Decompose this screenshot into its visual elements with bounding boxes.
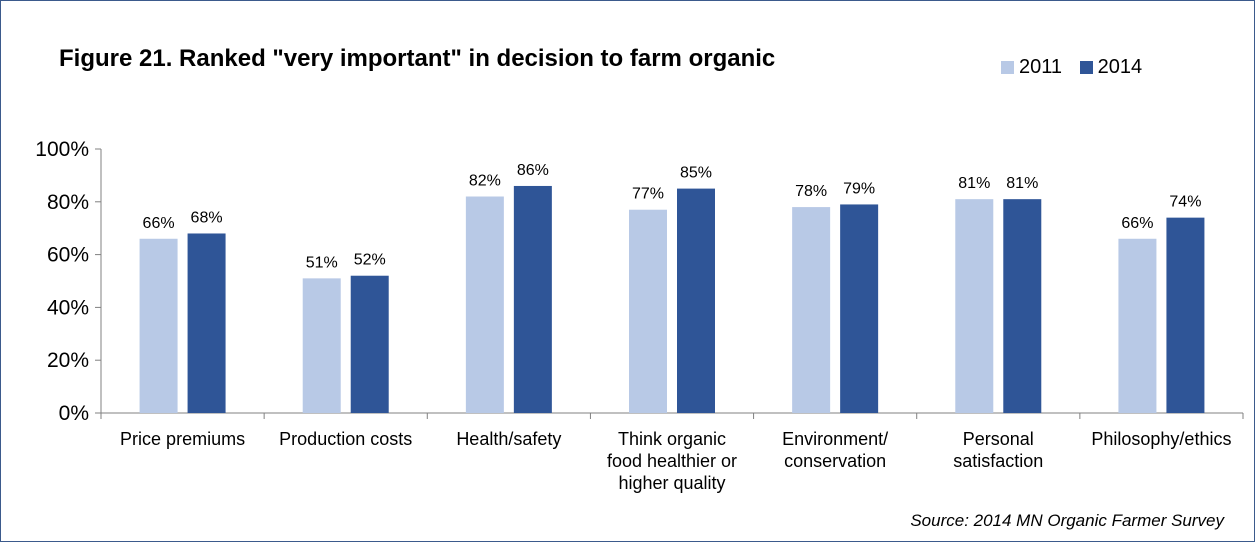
y-tick-label: 100% bbox=[35, 138, 89, 161]
y-tick-label: 40% bbox=[47, 296, 89, 319]
data-label-2011: 66% bbox=[143, 215, 175, 232]
legend: 2011 2014 bbox=[1001, 56, 1154, 80]
data-label-2011: 51% bbox=[306, 254, 338, 271]
legend-label-2014: 2014 bbox=[1097, 56, 1143, 78]
category-label: Think organic food healthier or higher qua… bbox=[607, 429, 737, 493]
data-label-2011: 81% bbox=[958, 175, 990, 192]
data-label-2014: 68% bbox=[191, 209, 223, 226]
data-label-2011: 66% bbox=[1121, 215, 1153, 232]
bar-2014 bbox=[677, 188, 715, 413]
y-tick-label: 60% bbox=[47, 244, 89, 267]
data-label-2014: 85% bbox=[680, 165, 712, 182]
data-label-2011: 78% bbox=[795, 183, 827, 200]
data-label-2014: 52% bbox=[354, 252, 386, 269]
bar-2011 bbox=[955, 199, 994, 413]
data-label-2014: 86% bbox=[517, 162, 549, 179]
bar-2014 bbox=[513, 185, 552, 413]
legend-swatch-2011 bbox=[1001, 61, 1014, 74]
bar-2014 bbox=[187, 233, 226, 413]
category-label: Personal satisfaction bbox=[953, 429, 1043, 471]
bar-2014 bbox=[350, 275, 389, 413]
legend-swatch-2014 bbox=[1079, 61, 1093, 74]
bar-2014 bbox=[840, 204, 879, 413]
data-label-2014: 79% bbox=[843, 180, 875, 197]
bar-2011 bbox=[792, 207, 831, 413]
source-note: Source: 2014 MN Organic Farmer Survey bbox=[910, 511, 1224, 530]
y-tick-label: 0% bbox=[59, 402, 89, 425]
bar-2011 bbox=[139, 238, 178, 413]
category-label: Environment/conservation bbox=[782, 429, 888, 471]
bar-2011 bbox=[465, 196, 504, 413]
bar-2014 bbox=[1166, 217, 1205, 413]
bar-2014 bbox=[1003, 199, 1042, 413]
category-label: Philosophy/ethics bbox=[1091, 429, 1231, 449]
data-label-2011: 77% bbox=[632, 186, 664, 203]
legend-item-2011: 2011 bbox=[1001, 56, 1062, 79]
chart-title: Figure 21. Ranked "very important" in de… bbox=[59, 45, 776, 72]
data-label-2014: 81% bbox=[1006, 175, 1038, 192]
legend-label-2011: 2011 bbox=[1019, 56, 1063, 78]
category-label: Price premiums bbox=[120, 429, 245, 449]
y-tick-label: 80% bbox=[47, 191, 89, 214]
category-label: Health/safety bbox=[456, 429, 561, 449]
data-label-2011: 82% bbox=[469, 173, 501, 190]
bar-2011 bbox=[1118, 238, 1157, 413]
bar-2011 bbox=[629, 209, 667, 413]
y-tick-label: 20% bbox=[47, 349, 89, 372]
bar-2011 bbox=[302, 278, 341, 413]
data-label-2014: 74% bbox=[1169, 194, 1201, 211]
category-label: Production costs bbox=[279, 429, 412, 449]
legend-item-2014: 2014 bbox=[1079, 56, 1143, 79]
